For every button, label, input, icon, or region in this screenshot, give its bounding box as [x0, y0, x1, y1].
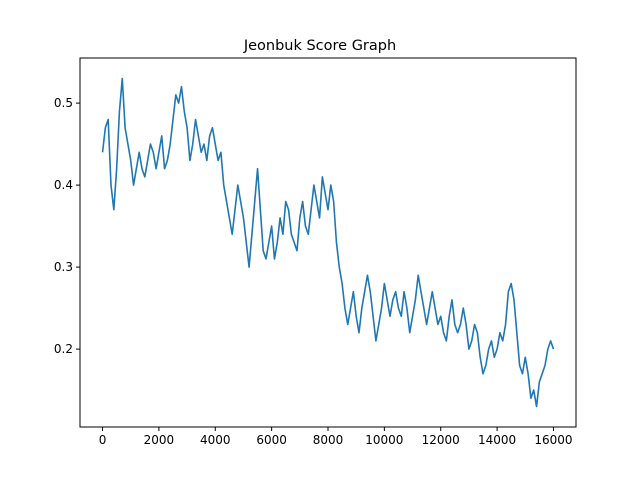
- series-group: [101, 77, 555, 408]
- plot-area: [79, 57, 577, 428]
- series-line: [101, 77, 555, 408]
- x-tick-label: 4000: [200, 433, 231, 447]
- x-tick-label: 10000: [365, 433, 403, 447]
- x-tick-label: 2000: [144, 433, 175, 447]
- y-tick-label: 0.4: [54, 178, 73, 192]
- x-tick-label: 8000: [313, 433, 344, 447]
- x-tick-label: 12000: [422, 433, 460, 447]
- y-tick-label: 0.2: [54, 342, 73, 356]
- chart-title: Jeonbuk Score Graph: [243, 38, 396, 54]
- x-tick-label: 14000: [478, 433, 516, 447]
- x-tick-label: 6000: [256, 433, 287, 447]
- y-tick-label: 0.5: [54, 96, 73, 110]
- y-axis: 0.2 0.3 0.4 0.5: [54, 96, 80, 356]
- x-axis: 0 2000 4000 6000 8000 10000 12000 14000 16000: [99, 427, 573, 447]
- plot-background: [80, 58, 576, 427]
- x-tick-label: 16000: [534, 433, 572, 447]
- y-tick-label: 0.3: [54, 260, 73, 274]
- x-tick-label: 0: [99, 433, 107, 447]
